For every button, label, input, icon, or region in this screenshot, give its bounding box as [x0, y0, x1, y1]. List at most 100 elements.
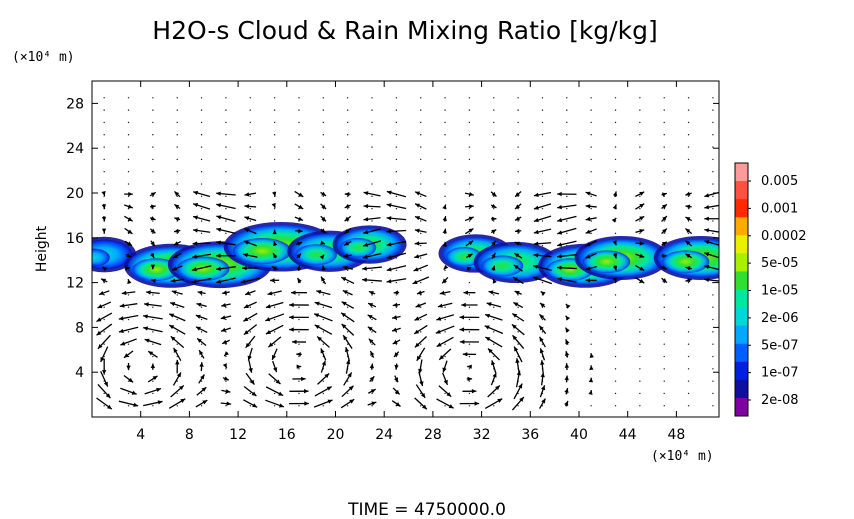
- wind-arrow: [272, 360, 278, 373]
- colorbar-swatch: [735, 253, 748, 272]
- y-tick-label: 16: [66, 231, 84, 247]
- wind-arrow: [368, 388, 377, 394]
- wind-arrow: [589, 365, 594, 370]
- wind-arrow: [149, 191, 157, 197]
- grid-dot: [712, 380, 714, 382]
- wind-arrow: [635, 253, 645, 258]
- grid-dot: [639, 306, 641, 308]
- wind-arrow: [393, 290, 400, 295]
- grid-dot: [444, 392, 446, 395]
- grid-dot: [176, 294, 178, 296]
- grid-dot: [322, 380, 325, 382]
- x-tick-label: 12: [229, 427, 247, 443]
- colorbar-frame: [734, 162, 749, 417]
- grid-dot: [127, 121, 130, 124]
- wind-arrow: [488, 290, 500, 295]
- wind-arrow: [291, 339, 306, 345]
- x-tick-label: 4: [136, 427, 145, 443]
- x-tick-label: 40: [570, 427, 588, 443]
- wind-arrow: [515, 358, 521, 376]
- grid-dot: [639, 134, 641, 136]
- wind-arrow: [271, 265, 278, 271]
- cloud-lobe: [233, 238, 292, 265]
- grid-dot: [614, 121, 617, 124]
- wind-arrow: [265, 324, 284, 335]
- grid-dot: [225, 355, 227, 358]
- grid-dot: [493, 183, 495, 185]
- grid-dot: [590, 146, 592, 148]
- colorbar-swatch: [735, 343, 748, 363]
- grid-dot: [298, 183, 300, 185]
- wind-arrow: [294, 203, 304, 210]
- wind-arrow: [342, 265, 353, 270]
- wind-arrow: [124, 240, 133, 247]
- wind-arrow: [485, 336, 503, 348]
- grid-dot: [444, 343, 446, 345]
- y-tick-label: 8: [75, 320, 84, 336]
- grid-dot: [371, 195, 373, 198]
- grid-dot: [468, 392, 471, 395]
- wind-arrow: [413, 324, 428, 335]
- chart-title: H2O-s Cloud & Rain Mixing Ratio [kg/kg]: [152, 16, 657, 45]
- grid-dot: [249, 331, 251, 333]
- wind-arrow: [661, 265, 668, 270]
- grid-dot: [420, 183, 422, 185]
- grid-dot: [444, 183, 446, 185]
- wind-arrow: [392, 339, 401, 345]
- grid-dot: [541, 244, 544, 247]
- wind-arrow: [412, 276, 430, 285]
- cloud-lobe: [481, 255, 524, 277]
- grid-dot: [322, 109, 325, 111]
- wind-arrow: [123, 374, 134, 383]
- wind-arrow: [198, 349, 205, 359]
- wind-arrow: [320, 191, 327, 197]
- wind-arrow: [289, 315, 309, 320]
- grid-dot: [493, 355, 495, 358]
- grid-dot: [614, 318, 617, 321]
- grid-dot: [541, 220, 544, 222]
- grid-dot: [322, 171, 325, 173]
- grid-dot: [103, 306, 105, 308]
- wind-arrow: [124, 227, 133, 235]
- wind-arrow: [367, 401, 377, 406]
- grid-dot: [395, 134, 398, 136]
- grid-dot: [225, 134, 227, 136]
- grid-dot: [517, 97, 519, 99]
- grid-dot: [200, 183, 203, 185]
- grid-dot: [687, 207, 690, 210]
- x-tick-label: 28: [424, 427, 442, 443]
- wind-arrow: [514, 203, 522, 210]
- grid-dot: [444, 331, 446, 333]
- wind-arrow: [490, 372, 497, 386]
- grid-dot: [493, 331, 495, 333]
- grid-dot: [371, 97, 373, 99]
- wind-arrow: [150, 253, 155, 259]
- wind-arrow: [244, 192, 257, 197]
- wind-arrow: [289, 401, 309, 406]
- grid-dot: [493, 306, 495, 308]
- grid-dot: [420, 232, 422, 235]
- grid-dot: [298, 97, 300, 99]
- grid-dot: [639, 109, 641, 111]
- grid-dot: [346, 405, 349, 407]
- grid-dot: [687, 158, 690, 161]
- grid-dot: [322, 294, 325, 296]
- wind-arrow: [143, 326, 163, 333]
- wind-arrow: [362, 277, 382, 283]
- grid-dot: [249, 97, 251, 99]
- grid-dot: [639, 171, 641, 173]
- colorbar-label: 1e-05: [761, 284, 799, 299]
- grid-dot: [371, 134, 373, 136]
- wind-arrow: [612, 277, 617, 283]
- wind-arrow: [127, 278, 132, 285]
- wind-arrow: [539, 336, 546, 348]
- grid-dot: [590, 331, 592, 333]
- colorbar-swatch: [735, 289, 748, 309]
- wind-arrow: [363, 204, 381, 209]
- grid-dot: [663, 146, 665, 148]
- wind-arrow: [491, 252, 496, 259]
- wind-arrow: [661, 241, 668, 246]
- wind-arrow: [150, 363, 156, 370]
- grid-dot: [273, 331, 276, 333]
- grid-dot: [493, 97, 495, 99]
